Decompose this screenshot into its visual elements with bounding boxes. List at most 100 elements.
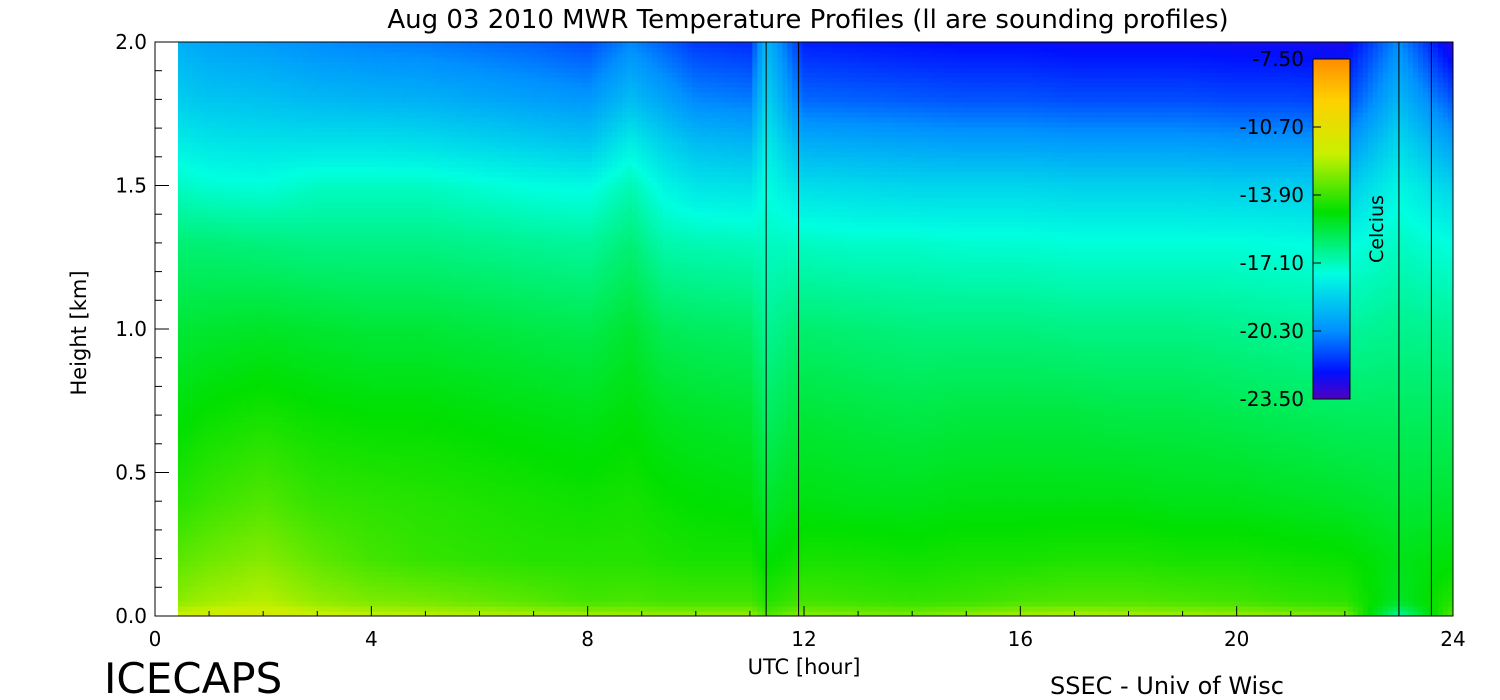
heatmap-cell (217, 401, 223, 407)
heatmap-cell (247, 421, 253, 427)
heatmap-cell (292, 187, 298, 193)
heatmap-cell (297, 307, 303, 313)
heatmap-cell (312, 496, 318, 502)
heatmap-cell (287, 361, 293, 367)
heatmap-cell (297, 586, 303, 592)
heatmap-cell (332, 471, 338, 477)
heatmap-cell (312, 376, 318, 382)
heatmap-cell (362, 486, 368, 492)
heatmap-cell (387, 57, 393, 63)
heatmap-cell (387, 601, 393, 607)
heatmap-cell (252, 446, 258, 452)
heatmap-cell (192, 436, 198, 442)
heatmap-cell (377, 87, 383, 93)
heatmap-cell (307, 102, 313, 108)
heatmap-cell (262, 491, 268, 497)
heatmap-cell (222, 217, 228, 223)
heatmap-cell (182, 521, 188, 527)
heatmap-cell (292, 591, 298, 597)
heatmap-cell (207, 521, 213, 527)
heatmap-cell (357, 601, 363, 607)
heatmap-cell (302, 97, 308, 103)
heatmap-cell (217, 232, 223, 238)
heatmap-cell (282, 451, 288, 457)
heatmap-cell (272, 332, 278, 338)
heatmap-cell (282, 57, 288, 63)
heatmap-cell (297, 157, 303, 163)
heatmap-cell (282, 77, 288, 83)
heatmap-cell (337, 282, 343, 288)
heatmap-cell (207, 601, 213, 607)
heatmap-cell (262, 571, 268, 577)
heatmap-cell (192, 366, 198, 372)
heatmap-cell (252, 376, 258, 382)
heatmap-cell (337, 571, 343, 577)
heatmap-cell (197, 302, 203, 308)
heatmap-cell (297, 461, 303, 467)
heatmap-cell (237, 486, 243, 492)
heatmap-cell (227, 327, 233, 333)
heatmap-cell (377, 132, 383, 138)
heatmap-cell (387, 451, 393, 457)
heatmap-cell (322, 267, 328, 273)
heatmap-cell (272, 351, 278, 357)
heatmap-cell (197, 551, 203, 557)
heatmap-cell (387, 132, 393, 138)
heatmap-cell (347, 341, 353, 347)
heatmap-cell (332, 501, 338, 507)
heatmap-cell (192, 376, 198, 382)
heatmap-cell (342, 122, 348, 128)
heatmap-cell (257, 431, 263, 437)
heatmap-cell (192, 461, 198, 467)
heatmap-cell (247, 77, 253, 83)
heatmap-cell (297, 511, 303, 517)
heatmap-cell (257, 476, 263, 482)
heatmap-cell (217, 496, 223, 502)
heatmap-cell (362, 566, 368, 572)
heatmap-cell (372, 172, 378, 178)
heatmap-cell (297, 182, 303, 188)
heatmap-cell (257, 227, 263, 233)
heatmap-cell (242, 317, 248, 323)
heatmap-cell (217, 187, 223, 193)
heatmap-cell (257, 391, 263, 397)
heatmap-cell (322, 406, 328, 412)
heatmap-cell (367, 227, 373, 233)
heatmap-cell (242, 92, 248, 98)
heatmap-cell (387, 87, 393, 93)
heatmap-cell (322, 386, 328, 392)
heatmap-cell (367, 312, 373, 318)
heatmap-cell (337, 122, 343, 128)
heatmap-cell (337, 132, 343, 138)
heatmap-cell (342, 591, 348, 597)
heatmap-cell (247, 341, 253, 347)
heatmap-cell (322, 252, 328, 258)
heatmap-cell (257, 182, 263, 188)
heatmap-cell (292, 147, 298, 153)
heatmap-cell (187, 411, 193, 417)
heatmap-cell (257, 551, 263, 557)
heatmap-cell (212, 252, 218, 258)
heatmap-cell (367, 371, 373, 377)
heatmap-cell (272, 581, 278, 587)
heatmap-cell (317, 147, 323, 153)
heatmap-cell (342, 62, 348, 68)
heatmap-cell (197, 82, 203, 88)
heatmap-cell (242, 277, 248, 283)
heatmap-cell (247, 107, 253, 113)
heatmap-cell (177, 561, 183, 567)
heatmap-cell (177, 441, 183, 447)
heatmap-cell (282, 192, 288, 198)
heatmap-cell (367, 486, 373, 492)
heatmap-cell (302, 77, 308, 83)
heatmap-cell (367, 456, 373, 462)
heatmap-cell (177, 317, 183, 323)
heatmap-cell (222, 351, 228, 357)
heatmap-cell (297, 551, 303, 557)
heatmap-cell (327, 232, 333, 238)
heatmap-cell (207, 142, 213, 148)
heatmap-cell (272, 107, 278, 113)
heatmap-cell (342, 322, 348, 328)
heatmap-cell (362, 496, 368, 502)
heatmap-cell (297, 566, 303, 572)
